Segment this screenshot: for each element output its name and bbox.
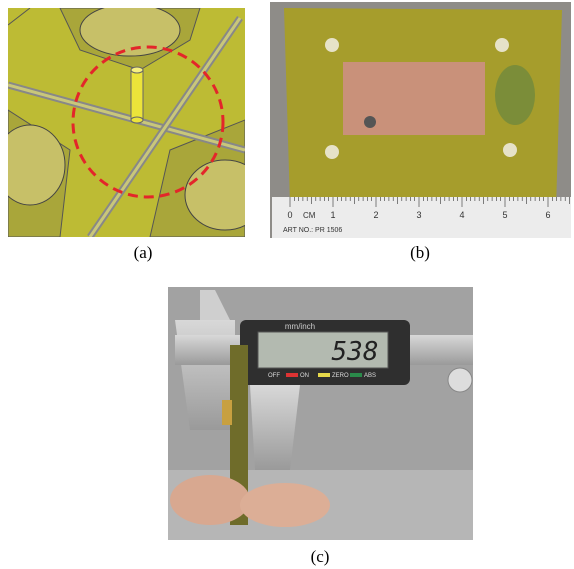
ruler-number: 5 [502,210,507,220]
ruler-number: 4 [459,210,464,220]
ruler-number: 0 [287,210,292,220]
caption: (a) [134,243,153,262]
figure: (a) 0 1 2 3 4 5 6 CM ART NO.: PR 1506 (b) mm/i… [0,0,574,569]
caliper-reading: 538 [332,337,379,367]
caliper-header: mm/inch [285,322,315,331]
ruler-number: 6 [545,210,550,220]
ruler-number: 1 [330,210,335,220]
ruler-number: 2 [373,210,378,220]
button-label: ABS [364,373,376,379]
caption: (b) [410,243,430,262]
button [286,373,298,377]
button-label: OFF [268,373,280,379]
button [318,373,330,377]
panel-c-image: mm/inch 538 OFF ON ZERO ABS [168,287,473,540]
button [350,373,362,377]
panel-b-image: 0 1 2 3 4 5 6 CM ART NO.: PR 1506 [270,2,571,238]
button-label: ON [300,373,309,379]
ruler-article: ART NO.: PR 1506 [283,227,342,234]
ruler-unit: CM [303,211,316,220]
button-label: ZERO [332,373,349,379]
ruler-number: 3 [416,210,421,220]
caption: (c) [311,547,330,566]
panel-a-image [0,4,265,237]
